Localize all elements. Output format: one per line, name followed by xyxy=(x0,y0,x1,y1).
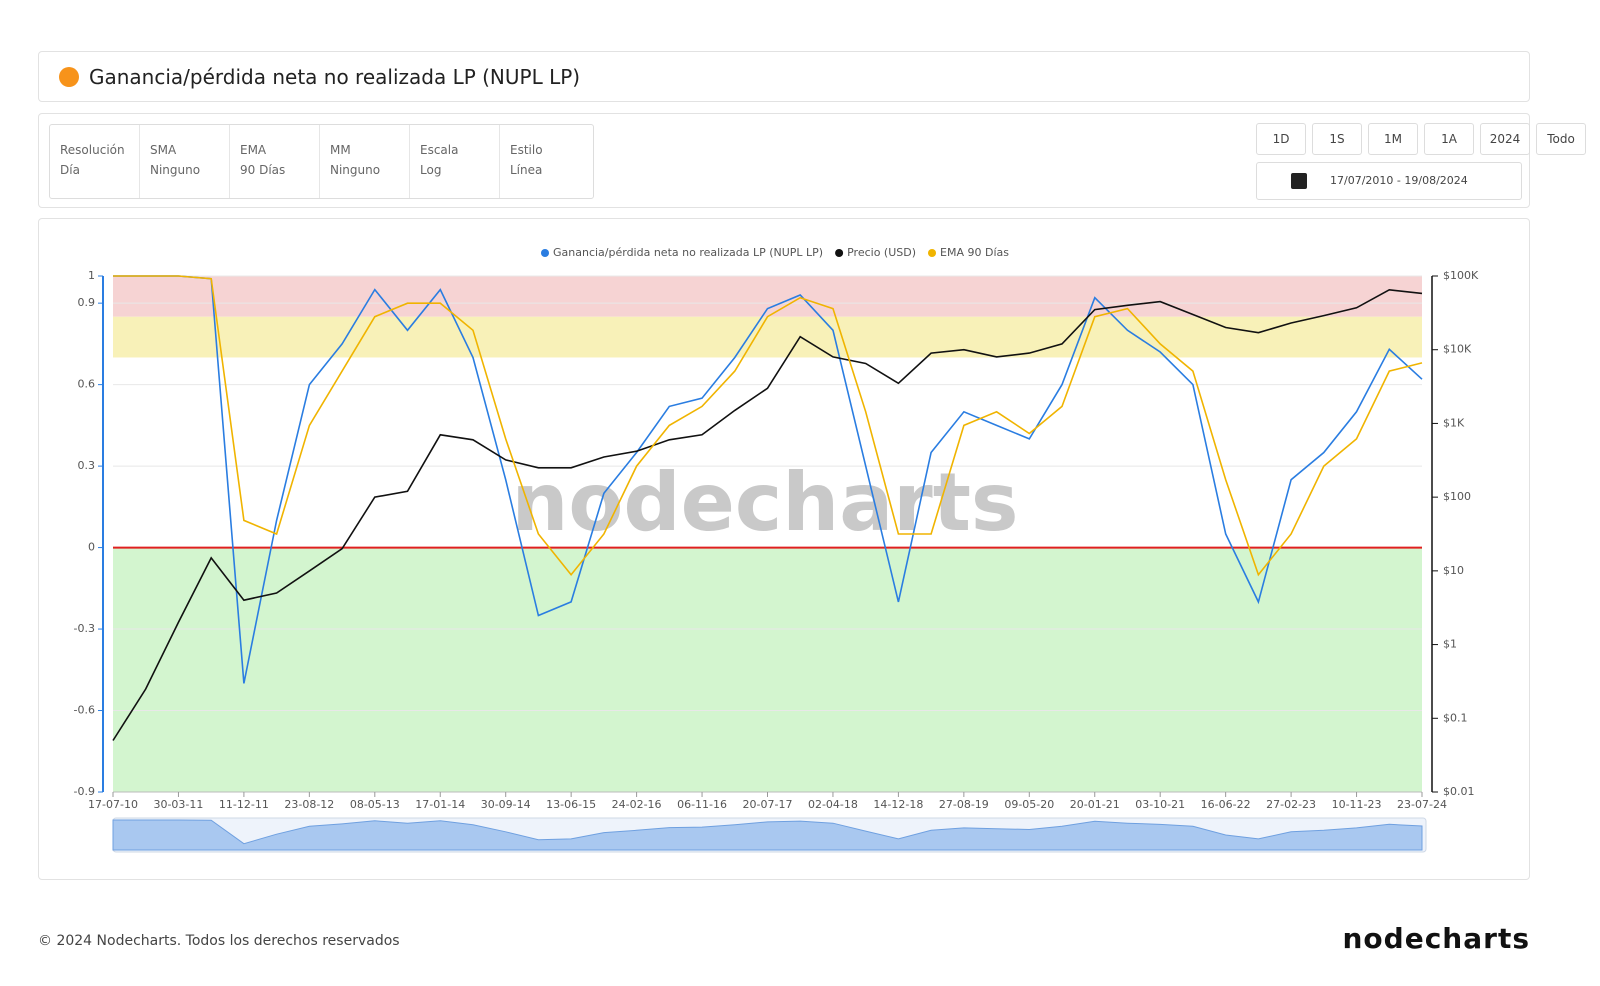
x-tick-label: 14-12-18 xyxy=(873,798,923,811)
range-button[interactable]: 1S xyxy=(1312,123,1362,155)
y2-tick-label: $1K xyxy=(1443,416,1465,429)
x-tick-label: 08-05-13 xyxy=(350,798,400,811)
control-value: 90 Días xyxy=(240,163,286,177)
y2-tick-label: $0.01 xyxy=(1443,785,1475,798)
x-tick-label: 06-11-16 xyxy=(677,798,727,811)
bitcoin-icon xyxy=(59,67,79,87)
x-tick-label: 17-01-14 xyxy=(415,798,465,811)
title: Ganancia/pérdida neta no realizada LP (N… xyxy=(89,65,581,89)
x-tick-label: 20-07-17 xyxy=(743,798,793,811)
legend-marker xyxy=(928,249,937,257)
range-button[interactable]: Todo xyxy=(1536,123,1586,155)
range-button[interactable]: 1A xyxy=(1424,123,1474,155)
control-label: MM xyxy=(330,143,351,157)
x-tick-label: 20-01-21 xyxy=(1070,798,1120,811)
zone-band xyxy=(113,276,1422,317)
control-label: Resolución xyxy=(60,143,125,157)
legend-marker xyxy=(835,249,844,257)
range-button[interactable]: 1M xyxy=(1368,123,1418,155)
legend-label: Precio (USD) xyxy=(847,246,916,259)
y-tick-label: 0 xyxy=(88,541,95,554)
y-tick-label: 0.9 xyxy=(78,296,96,309)
x-tick-label: 30-03-11 xyxy=(153,798,203,811)
control-label: SMA xyxy=(150,143,177,157)
x-tick-label: 16-06-22 xyxy=(1201,798,1251,811)
y-tick-label: -0.3 xyxy=(74,622,95,635)
range-button[interactable]: 2024 xyxy=(1480,123,1530,155)
series-line xyxy=(113,275,1423,684)
control-label: Estilo xyxy=(510,143,543,157)
x-tick-label: 17-07-10 xyxy=(88,798,138,811)
x-tick-label: 02-04-18 xyxy=(808,798,858,811)
x-tick-label: 11-12-11 xyxy=(219,798,269,811)
navigator-area xyxy=(112,819,1423,851)
calendar-icon xyxy=(1291,173,1307,189)
copyright: © 2024 Nodecharts. Todos los derechos re… xyxy=(38,933,400,949)
x-tick-label: 27-08-19 xyxy=(939,798,989,811)
y2-tick-label: $0.1 xyxy=(1443,711,1468,724)
control-label: Escala xyxy=(420,143,459,157)
controls: Resolución Día SMA Ninguno EMA 90 Días MM Ningu… xyxy=(49,124,594,199)
x-tick-label: 10-11-23 xyxy=(1332,798,1382,811)
control-value: Log xyxy=(420,163,442,177)
y-tick-label: 1 xyxy=(88,269,95,282)
zone-band xyxy=(113,547,1422,792)
y2-tick-label: $100K xyxy=(1443,269,1479,282)
control-value: Ninguno xyxy=(150,163,201,177)
range-buttons: 1D 1S 1M 1A 2024 Todo xyxy=(1256,123,1586,155)
control[interactable]: MM Ninguno xyxy=(320,125,410,198)
control-label: EMA xyxy=(240,143,267,157)
legend-label: EMA 90 Días xyxy=(940,246,1009,259)
y-tick-label: -0.9 xyxy=(74,785,95,798)
y-tick-label: 0.3 xyxy=(78,459,96,472)
y2-tick-label: $10K xyxy=(1443,343,1472,356)
y-tick-label: -0.6 xyxy=(74,704,95,717)
watermark: nodecharts xyxy=(511,456,1018,549)
control-value: Día xyxy=(60,163,80,177)
control[interactable]: SMA Ninguno xyxy=(140,125,230,198)
x-tick-label: 03-10-21 xyxy=(1135,798,1185,811)
control-value: Línea xyxy=(510,163,543,177)
x-tick-label: 23-07-24 xyxy=(1397,798,1447,811)
y-tick-label: 0.6 xyxy=(78,378,96,391)
control-value: Ninguno xyxy=(330,163,381,177)
x-tick-label: 23-08-12 xyxy=(284,798,334,811)
y2-tick-label: $10 xyxy=(1443,564,1464,577)
control[interactable]: Escala Log xyxy=(410,125,500,198)
series-line xyxy=(112,288,1423,741)
legend-marker xyxy=(541,249,549,257)
header: Ganancia/pérdida neta no realizada LP (N… xyxy=(38,51,1530,102)
controls-panel: Resolución Día SMA Ninguno EMA 90 Días MM Ningu… xyxy=(38,113,1586,208)
x-tick-label: 27-02-23 xyxy=(1266,798,1316,811)
legend-label: Ganancia/pérdida neta no realizada LP (N… xyxy=(553,246,823,259)
series-line xyxy=(113,275,1423,577)
date-picker[interactable]: 17/07/2010 - 19/08/2024 xyxy=(1256,162,1522,200)
control[interactable]: Estilo Línea xyxy=(500,125,590,198)
zone-band xyxy=(113,316,1422,358)
x-tick-label: 30-09-14 xyxy=(481,798,531,811)
logo[interactable]: nodecharts xyxy=(1342,922,1530,955)
x-tick-label: 09-05-20 xyxy=(1004,798,1054,811)
x-tick-label: 13-06-15 xyxy=(546,798,596,811)
y2-tick-label: $100 xyxy=(1443,490,1471,503)
range-button[interactable]: 1D xyxy=(1256,123,1306,155)
date-range: 17/07/2010 - 19/08/2024 xyxy=(1330,174,1468,187)
x-tick-label: 24-02-16 xyxy=(612,798,662,811)
control[interactable]: Resolución Día xyxy=(50,125,140,198)
control[interactable]: EMA 90 Días xyxy=(230,125,320,198)
y2-tick-label: $1 xyxy=(1443,638,1457,651)
